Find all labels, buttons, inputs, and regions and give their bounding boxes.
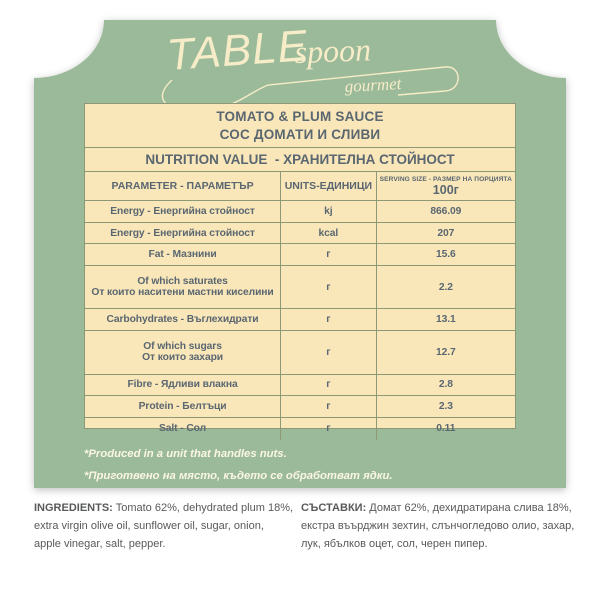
svg-text:gourmet: gourmet <box>344 74 403 96</box>
svg-text:TABLE: TABLE <box>165 21 309 80</box>
svg-text:spoon: spoon <box>294 31 372 70</box>
